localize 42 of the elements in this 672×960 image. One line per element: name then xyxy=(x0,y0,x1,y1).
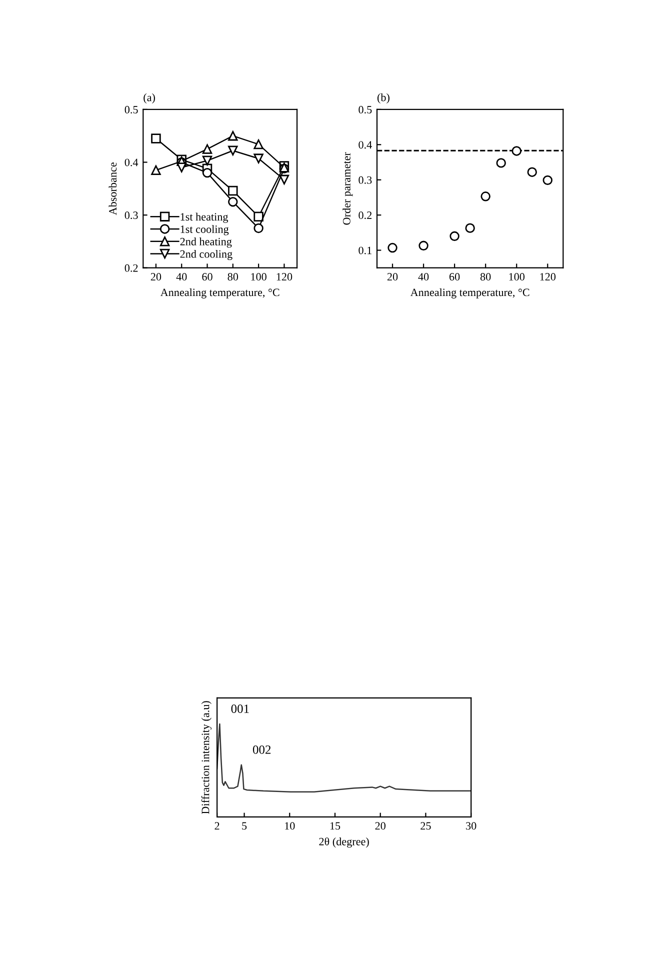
annotation: 001 xyxy=(231,704,249,713)
y-tick-label: 0.2 xyxy=(358,212,372,220)
x-axis-title: Annealing temperature, °C xyxy=(410,288,530,298)
chart-title: (b) xyxy=(377,93,390,104)
x-tick-label: 100 xyxy=(251,273,266,281)
x-tick-label: 5 xyxy=(242,822,247,830)
x-tick-label: 60 xyxy=(202,273,212,281)
x-tick-label: 30 xyxy=(466,822,476,830)
y-tick-label: 0.5 xyxy=(358,106,372,114)
x-tick-label: 120 xyxy=(540,273,556,281)
x-tick-label: 20 xyxy=(387,273,398,281)
x-tick-label: 25 xyxy=(420,822,431,830)
y-axis-title: Absorbance xyxy=(108,162,117,216)
chart-title: (a) xyxy=(144,93,155,104)
x-tick-label: 10 xyxy=(285,822,295,830)
y-axis-title: Diffraction intensity (a.u) xyxy=(201,701,212,814)
y-tick-label: 0.4 xyxy=(358,141,372,149)
y-tick-label: 0.4 xyxy=(124,158,138,166)
x-tick-label: 40 xyxy=(176,273,187,281)
x-tick-label: 80 xyxy=(480,273,491,281)
x-tick-label: 40 xyxy=(418,273,429,281)
x-tick-label: 120 xyxy=(276,273,292,281)
x-tick-label: 2 xyxy=(214,822,220,830)
y-axis-title: Order parameter xyxy=(342,152,353,225)
x-tick-label: 60 xyxy=(449,273,460,281)
y-tick-label: 0.2 xyxy=(124,264,138,272)
x-axis-title: Annealing temperature, °C xyxy=(160,288,280,298)
x-tick-label: 20 xyxy=(150,273,162,281)
x-axis-title: 2θ (degree) xyxy=(319,837,369,848)
legend-label: 2nd cooling xyxy=(180,250,232,260)
legend-label: 2nd heating xyxy=(180,238,232,248)
legend-label: 1st cooling xyxy=(180,225,229,236)
x-tick-label: 80 xyxy=(228,273,238,281)
y-tick-label: 0.3 xyxy=(124,212,138,220)
y-tick-label: 0.1 xyxy=(358,246,372,254)
y-tick-label: 0.5 xyxy=(124,106,138,114)
x-tick-label: 15 xyxy=(330,822,340,830)
x-tick-label: 20 xyxy=(375,822,386,830)
annotation: 002 xyxy=(252,745,271,754)
legend-label: 1st heating xyxy=(180,212,228,223)
y-tick-label: 0.3 xyxy=(358,176,372,184)
x-tick-label: 100 xyxy=(509,273,525,281)
